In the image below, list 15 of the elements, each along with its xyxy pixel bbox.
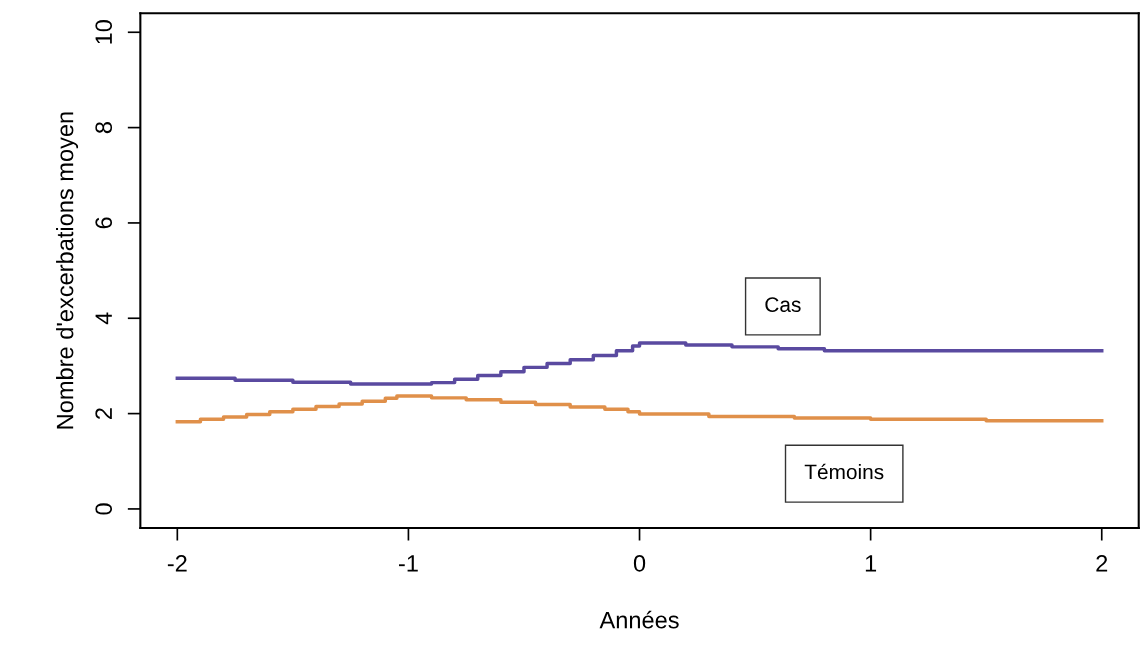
x-axis-title: Années (599, 610, 679, 629)
x-tick-label: -2 (167, 555, 187, 572)
y-tick-label: 4 (95, 312, 112, 325)
x-tick-label: 0 (633, 555, 646, 572)
x-tick-label: -1 (398, 555, 418, 572)
text: Témoins (804, 463, 884, 480)
y-tick-label: 6 (95, 217, 113, 229)
y-tick-label: 0 (95, 503, 113, 515)
y-tick-label: 8 (95, 122, 113, 134)
x-tick-label: 1 (865, 555, 877, 572)
y-axis-title: Nombre d'excerbations moyen (56, 112, 79, 429)
y-tick-label: 10 (95, 20, 113, 44)
series-label: Cas (765, 297, 801, 312)
x-tick-label: 2 (1096, 555, 1108, 572)
y-tick-label: 2 (95, 408, 112, 419)
